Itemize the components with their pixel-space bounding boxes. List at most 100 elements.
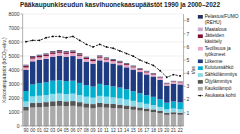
legend-entry: Liikenne [198, 59, 223, 64]
bar [124, 63, 129, 64]
bar [131, 106, 136, 109]
bar [110, 59, 115, 61]
legend-label-line: Maatalous [205, 27, 228, 32]
bar [43, 95, 48, 102]
bar [178, 82, 183, 84]
bar [104, 104, 109, 108]
bar [64, 54, 69, 57]
bar [110, 60, 115, 61]
bar [104, 97, 109, 104]
bar [137, 69, 142, 71]
bar [124, 63, 129, 65]
bar [50, 54, 55, 57]
bar [43, 59, 48, 83]
y-tick [21, 84, 23, 85]
bar [84, 59, 89, 62]
legend-entry: Jätteiden käsittely [198, 33, 226, 44]
line-marker [99, 43, 101, 45]
bar [23, 91, 28, 102]
legend-marker [199, 95, 201, 97]
bar [30, 103, 35, 107]
line-marker [159, 70, 161, 72]
bar [50, 94, 55, 101]
bar [178, 84, 183, 102]
axes: 0100020003000400050006000700080001234567… [9, 11, 190, 133]
bar [43, 54, 48, 55]
line-marker [139, 59, 141, 61]
y-tick-label: 5000 [9, 53, 20, 59]
bar [171, 114, 176, 126]
bar [157, 99, 162, 107]
x-tick-label: 03 [50, 128, 56, 133]
legend-swatch [198, 15, 203, 19]
legend-label: Asukasta kohti [205, 93, 236, 98]
bar [90, 98, 95, 104]
line-marker [65, 37, 67, 39]
bar [97, 55, 102, 57]
bar [157, 111, 162, 113]
x-tick-label: 15 [131, 128, 137, 133]
bar [97, 56, 102, 57]
y2-axis-label: t/as [190, 65, 196, 74]
y2-tick-label: 8 [187, 17, 190, 23]
bar [90, 64, 95, 87]
bar [90, 61, 95, 63]
bar [50, 106, 55, 126]
x-tick-label: 20 [164, 128, 170, 133]
bar [43, 55, 48, 57]
legend-swatch [198, 73, 203, 77]
bar [137, 72, 142, 93]
bar [110, 97, 115, 104]
bar [104, 58, 109, 59]
y2-tick-label: 1 [187, 110, 190, 116]
bar [97, 96, 102, 103]
line-marker [179, 75, 181, 77]
bar [84, 85, 89, 96]
legend-entry: Teollisuus ja työkoneet [198, 46, 232, 57]
bar [117, 105, 122, 109]
bar [84, 58, 89, 59]
x-tick-label: 11 [104, 128, 109, 133]
bar [110, 104, 115, 108]
bar [144, 72, 149, 74]
bar [84, 97, 89, 104]
y2-tick [184, 46, 186, 47]
bar [70, 52, 75, 54]
bar [137, 102, 142, 107]
chart: Pääkaupunkiseudun kasvihuonekaasupäästöt… [0, 0, 240, 134]
bar [23, 70, 28, 91]
line-marker [146, 62, 148, 64]
bar [178, 102, 183, 109]
bar [64, 106, 69, 126]
bar [23, 107, 28, 111]
legend-label-line: Liikenne [205, 59, 223, 64]
legend-entry: Kaukolämpö [198, 86, 232, 91]
bar [30, 56, 35, 58]
bar [97, 58, 102, 61]
bar [57, 101, 62, 106]
y-tick-label: 7000 [9, 25, 20, 31]
bar [30, 61, 35, 84]
legend-label: Kaukolämpö [205, 86, 232, 91]
bar [37, 96, 42, 103]
bar [151, 112, 156, 126]
y-tick-label: 0 [17, 123, 20, 129]
bar [77, 53, 82, 55]
bar [117, 61, 122, 62]
bar [70, 50, 75, 52]
legend-label-line: Kaukolämpö [205, 86, 232, 91]
bar [151, 109, 156, 112]
y-tick [21, 112, 23, 113]
bar [50, 81, 55, 94]
bar [43, 53, 48, 55]
y2-tick-label: 5 [187, 57, 190, 63]
bar [131, 66, 136, 68]
bar [144, 109, 149, 112]
bar [157, 77, 162, 79]
bar [23, 65, 28, 66]
bar [137, 107, 142, 110]
bar [43, 82, 48, 95]
line-marker [106, 46, 108, 48]
y-tick [21, 70, 23, 71]
bar [97, 60, 102, 84]
